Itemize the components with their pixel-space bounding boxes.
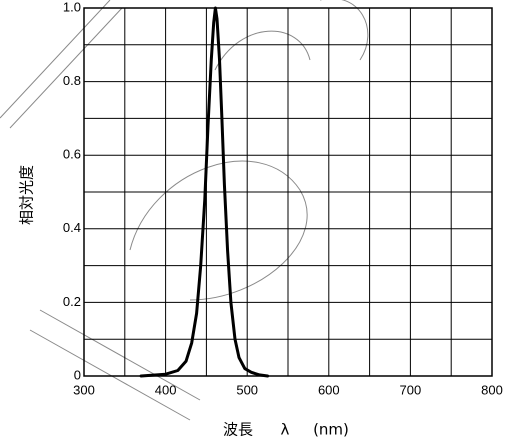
x-tick-label: 300 (73, 382, 95, 397)
y-tick-label: 0 (74, 367, 81, 382)
plot-border (83, 7, 493, 377)
tick-labels: 300 400 500 600 700 800 0 0.2 0.4 0.6 0.8 1.0 (63, 0, 503, 397)
y-tick-label: 0.2 (63, 294, 81, 309)
x-tick-label: 700 (400, 382, 422, 397)
y-tick-label: 0.8 (63, 73, 81, 88)
y-axis-title: 相対光度 (18, 165, 36, 225)
y-tick-label: 0.4 (63, 220, 81, 235)
series-layer (139, 6, 270, 378)
series-line (139, 6, 270, 378)
x-axis-title-main: 波長 (223, 421, 253, 439)
plot-frame (83, 7, 493, 377)
y-tick-label: 0.6 (63, 147, 81, 162)
x-axis-title-unit: (nm) (313, 421, 349, 439)
x-tick-label: 600 (318, 382, 340, 397)
grid (84, 8, 492, 376)
y-tick-label: 1.0 (63, 0, 81, 14)
x-tick-label: 800 (481, 382, 503, 397)
x-axis-title-symbol: λ (281, 421, 290, 439)
x-tick-label: 400 (155, 382, 177, 397)
x-tick-label: 500 (236, 382, 258, 397)
watermark (0, 0, 369, 421)
